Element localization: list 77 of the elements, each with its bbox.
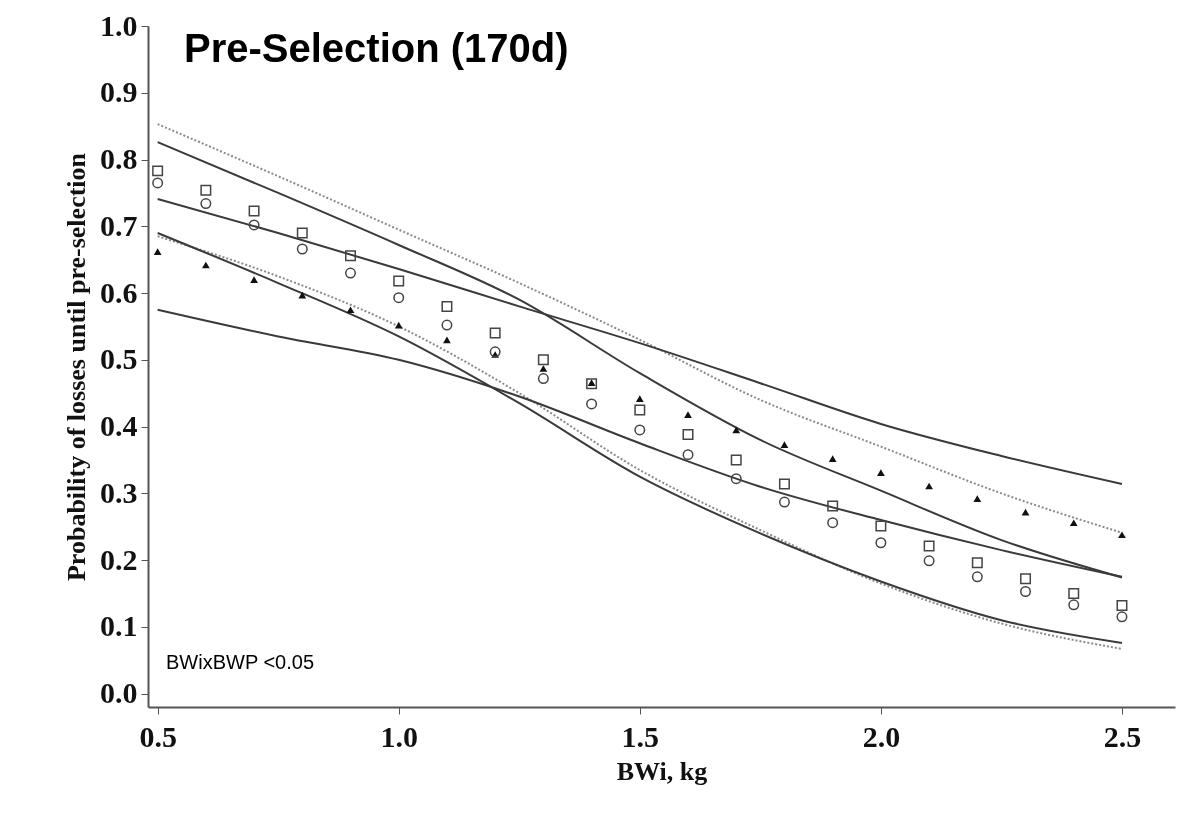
point xyxy=(923,540,935,552)
x-tick-label: 2.0 xyxy=(862,719,901,753)
point xyxy=(539,365,548,372)
point xyxy=(537,354,549,366)
point xyxy=(827,500,839,512)
y-tick-label: 0.2 xyxy=(100,542,138,576)
point xyxy=(634,424,646,436)
point xyxy=(973,495,982,503)
point xyxy=(441,300,453,312)
y-tick-label: 0.5 xyxy=(100,342,138,376)
point xyxy=(1069,519,1078,527)
x-tick-label: 1.0 xyxy=(380,719,418,753)
point xyxy=(345,250,356,262)
y-tick-label: 0.1 xyxy=(100,609,138,643)
point xyxy=(828,455,837,462)
point xyxy=(153,248,162,256)
point xyxy=(1021,508,1030,516)
point xyxy=(971,557,983,569)
x-axis-title: BWi, kg xyxy=(616,756,708,786)
point xyxy=(250,276,258,284)
point xyxy=(730,473,742,485)
point xyxy=(346,306,355,314)
point xyxy=(152,165,164,177)
point xyxy=(778,478,790,490)
annotation: BWixBWP <0.05 xyxy=(166,651,315,673)
point xyxy=(200,184,212,196)
y-tick-label: 0.0 xyxy=(100,676,138,710)
point xyxy=(152,177,164,189)
y-tick-label: 0.4 xyxy=(100,409,138,443)
point xyxy=(1020,573,1032,585)
point xyxy=(1068,588,1080,599)
point xyxy=(1118,531,1126,539)
point xyxy=(730,454,742,466)
x-tick-label: 0.5 xyxy=(139,719,177,753)
point xyxy=(778,496,790,508)
point xyxy=(393,275,405,287)
point xyxy=(875,520,887,532)
point xyxy=(827,517,839,529)
point xyxy=(682,449,694,461)
point xyxy=(489,346,501,358)
point xyxy=(489,327,501,339)
point xyxy=(586,378,598,390)
point xyxy=(537,373,549,384)
x-tick-label: 1.5 xyxy=(621,719,660,753)
point xyxy=(1068,599,1080,611)
point xyxy=(296,243,308,255)
point xyxy=(248,219,260,231)
point xyxy=(780,441,789,448)
y-tick-label: 1.0 xyxy=(100,8,138,42)
point xyxy=(635,395,644,402)
chart-title: Pre-Selection (170d) xyxy=(184,26,569,70)
point xyxy=(1116,600,1128,612)
point xyxy=(684,411,692,418)
point xyxy=(586,398,598,410)
point xyxy=(296,227,308,239)
point xyxy=(1020,586,1032,597)
y-axis-title: Probability of losses until pre-selection xyxy=(62,152,91,582)
y-tick-label: 0.6 xyxy=(100,275,138,309)
point xyxy=(971,571,983,583)
y-tick-label: 0.8 xyxy=(100,142,138,176)
point xyxy=(441,319,453,331)
point xyxy=(393,292,405,304)
point xyxy=(877,469,885,477)
point xyxy=(443,336,451,344)
point xyxy=(248,205,260,217)
point xyxy=(634,404,646,416)
y-tick-label: 0.3 xyxy=(100,475,138,509)
point xyxy=(923,555,935,567)
point xyxy=(1116,611,1128,623)
point xyxy=(200,198,212,210)
y-tick-label: 0.7 xyxy=(100,208,138,242)
point xyxy=(587,379,596,386)
point xyxy=(345,267,356,279)
x-tick-label: 2.5 xyxy=(1103,719,1142,753)
point xyxy=(875,537,887,549)
y-tick-label: 0.9 xyxy=(100,75,138,109)
point xyxy=(682,429,694,441)
